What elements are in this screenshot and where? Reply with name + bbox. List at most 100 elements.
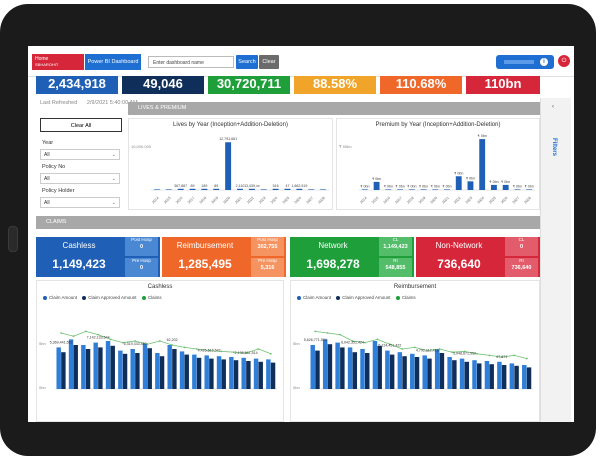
- lives-chart-title: Lives by Year (Inception+Addition-Deleti…: [173, 122, 288, 128]
- filters-pane[interactable]: ‹ Filters: [540, 98, 571, 422]
- bar: [73, 345, 78, 389]
- claims-kpi-sub-value: 0: [139, 244, 144, 250]
- bar: [284, 188, 291, 190]
- policy-no-filter-value: All: [44, 176, 50, 182]
- bar: [118, 350, 123, 389]
- policy-holder-filter-select[interactable]: All ⌄: [40, 197, 120, 208]
- bar: [167, 345, 172, 389]
- data-label: ₹ 0bn: [419, 184, 428, 188]
- x-tick-label: 2020: [430, 196, 438, 204]
- cashless-chart-title: Cashless: [147, 284, 173, 290]
- bar: [272, 188, 279, 190]
- legend-dot-icon: [43, 295, 47, 300]
- kpi-card-2: 30,720,711: [208, 76, 290, 94]
- clear-button[interactable]: Clear: [259, 55, 279, 69]
- data-label: 2,138,581,514: [235, 351, 258, 355]
- data-label: 7,142,133,544: [87, 336, 110, 340]
- data-label: 12,791,661: [219, 137, 237, 141]
- legend-dot-icon: [336, 295, 341, 300]
- x-tick-label: 2016: [383, 196, 391, 204]
- bar: [155, 353, 160, 389]
- reimbursement-chart-panel: Reimbursement Claim Amount Claim Approve…: [290, 280, 540, 422]
- bar: [201, 188, 208, 190]
- bar: [130, 349, 135, 389]
- bar: [248, 188, 255, 190]
- x-tick-label: 2014: [151, 196, 159, 204]
- data-label: ₹ 0bn: [501, 180, 510, 184]
- bar: [455, 176, 462, 190]
- data-label: 5,124,451,422: [378, 344, 401, 348]
- bar: [93, 342, 98, 389]
- bar: [172, 349, 177, 389]
- bar: [372, 341, 378, 389]
- dashboard-name-input[interactable]: Enter dashboard name: [148, 56, 234, 68]
- bar: [308, 189, 315, 190]
- chevron-left-icon[interactable]: ‹: [552, 104, 554, 110]
- bar: [484, 361, 490, 389]
- y-tick-label: 5bn: [293, 341, 300, 346]
- bar: [347, 347, 353, 389]
- bar: [365, 353, 370, 389]
- lives-chart-panel: Lives by Year (Inception+Addition-Deleti…: [128, 118, 333, 210]
- x-tick-label: 2028: [523, 196, 531, 204]
- bar: [467, 181, 474, 190]
- bar: [447, 357, 452, 389]
- bar: [464, 361, 470, 389]
- line-point: [84, 330, 87, 333]
- kpi-card-1: 49,046: [122, 76, 204, 94]
- claims-kpi-value: 1,285,495: [178, 257, 232, 271]
- line-point: [500, 356, 503, 358]
- claims-kpi-value: 736,640: [437, 257, 481, 271]
- data-label: ₹ 0bn: [524, 184, 533, 188]
- x-tick-label: 2016: [175, 196, 183, 204]
- claims-line: [61, 330, 271, 355]
- bar: [402, 356, 407, 389]
- kpi-card-4: 110.68%: [380, 76, 462, 94]
- powerbi-dashboard-button[interactable]: Power BI Dashboard: [85, 54, 141, 70]
- home-label: Home: [35, 56, 49, 62]
- policy-no-filter-select[interactable]: All ⌄: [40, 173, 120, 184]
- data-label: 5,626,771,594: [304, 338, 327, 342]
- tablet-home-button[interactable]: [8, 226, 18, 252]
- reimbursement-chart-title: Reimbursement: [393, 284, 437, 290]
- bar: [340, 347, 345, 389]
- line-point: [476, 352, 478, 355]
- year-filter-select[interactable]: All ⌄: [40, 149, 120, 160]
- x-tick-label: 2023: [258, 196, 266, 204]
- bar: [327, 344, 333, 389]
- line-point: [326, 332, 329, 334]
- bar: [373, 181, 380, 190]
- data-label: 5,048,671,552: [453, 352, 476, 356]
- search-button[interactable]: Search: [236, 55, 258, 69]
- line-point: [158, 340, 161, 342]
- line-point: [376, 338, 379, 341]
- line-point: [438, 348, 441, 350]
- tablet-frame: Home SBHAROHIT Power BI Dashboard Enter …: [0, 4, 596, 456]
- claims-kpi-card-cashless: Cashless 1,149,423 Post Hosp 0 Pre Hosp 0: [36, 237, 160, 277]
- data-label: ₹ 0bn: [442, 184, 451, 188]
- data-label: ₹ 0bn: [372, 177, 381, 181]
- data-label: 89: [191, 184, 195, 188]
- bar: [310, 345, 315, 389]
- claims-line: [315, 331, 527, 359]
- home-button[interactable]: Home SBHAROHIT: [32, 54, 84, 70]
- line-point: [413, 346, 416, 349]
- bar: [216, 356, 222, 389]
- bar: [479, 139, 486, 190]
- claims-kpi-sub-value: 1,149,423: [383, 244, 408, 250]
- bar: [246, 361, 251, 389]
- bar: [389, 354, 395, 389]
- x-tick-label: 2017: [394, 196, 402, 204]
- bar: [296, 188, 303, 190]
- bar: [209, 358, 214, 389]
- bar: [322, 339, 328, 389]
- bar: [165, 189, 172, 190]
- bar: [501, 365, 507, 389]
- bar: [489, 364, 494, 389]
- line-point: [208, 349, 211, 352]
- user-menu[interactable]: i: [496, 55, 554, 69]
- clear-all-button[interactable]: Clear All: [40, 118, 122, 132]
- logout-icon[interactable]: ⏻: [558, 55, 570, 67]
- line-point: [364, 341, 366, 344]
- info-icon[interactable]: i: [540, 58, 548, 66]
